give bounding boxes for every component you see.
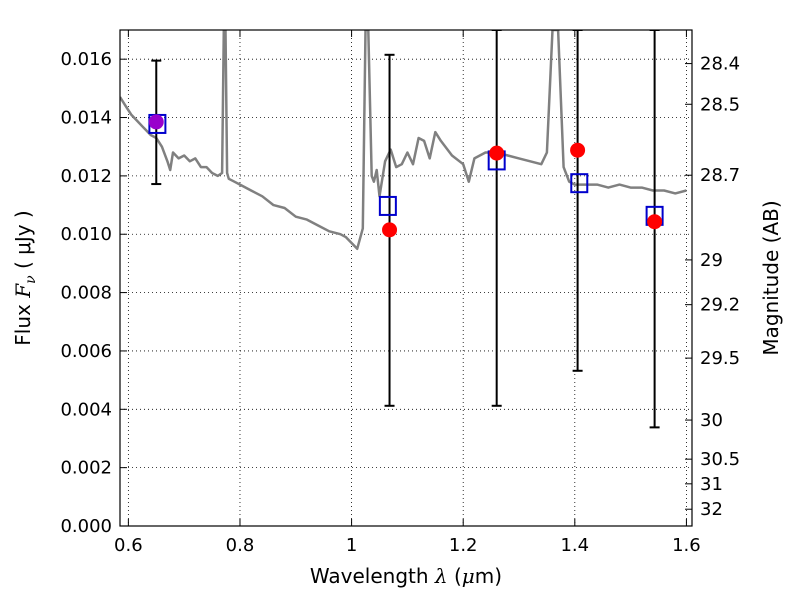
- y-tick-label: 0.006: [60, 341, 112, 362]
- y2-axis-label: Magnitude (AB): [759, 200, 783, 355]
- y2-tick-label: 29: [700, 250, 723, 271]
- plot-frame: [119, 29, 693, 527]
- y2-tick-label: 31: [700, 474, 723, 495]
- y2-tick-label: 29.5: [700, 348, 740, 369]
- y2-tick-label: 28.5: [700, 94, 740, 115]
- y-tick-label: 0.016: [60, 49, 112, 70]
- observed-flux-marker: [647, 214, 663, 230]
- model-square-marker: [570, 173, 589, 194]
- y2-tick-label: 29.2: [700, 295, 740, 316]
- x-tick-label: 1.2: [449, 535, 478, 556]
- plot-background: [120, 30, 692, 526]
- data-markers: [148, 113, 664, 238]
- observed-flux-marker: [382, 222, 398, 238]
- spectrum-layer: [120, 30, 687, 251]
- model-square-marker: [378, 195, 397, 216]
- x-tick-label: 0.8: [226, 535, 255, 556]
- y-tick-label: 0.002: [60, 458, 112, 479]
- y2-tick-label: 28.4: [700, 54, 740, 75]
- y-tick-label: 0.010: [60, 224, 112, 245]
- y-tick-labels: 0.000 0.002 0.004 0.006 0.008 0.010 0.012 0.014…: [60, 49, 112, 537]
- x-tick-label: 1.4: [560, 535, 589, 556]
- y2-tick-labels: 28.4 28.5 28.7 29 29.2 29.5 30 30.5 31 32: [700, 54, 740, 521]
- observed-flux-marker: [570, 142, 586, 158]
- x-tick-labels: 0.6 0.8 1 1.2 1.4 1.6: [114, 535, 701, 556]
- y-tick-label: 0.008: [60, 283, 112, 304]
- y-tick-label: 0.012: [60, 166, 112, 187]
- y-tick-label: 0.000: [60, 516, 112, 537]
- y2-tick-label: 30: [700, 410, 723, 431]
- y-tick-label: 0.004: [60, 399, 112, 420]
- y-axis-label: Flux Fν ( μJy ): [11, 210, 39, 345]
- y2-tick-label: 28.7: [700, 165, 740, 186]
- x-tick-label: 0.6: [114, 535, 143, 556]
- observed-flux-marker: [148, 114, 164, 130]
- observed-flux-marker: [489, 145, 505, 161]
- y2-tick-label: 32: [700, 499, 723, 520]
- x-tick-label: 1: [346, 535, 357, 556]
- y-tick-label: 0.014: [60, 108, 112, 129]
- model-spectrum-line: [120, 30, 687, 251]
- y2-tick-label: 30.5: [700, 449, 740, 470]
- x-axis-label: Wavelength λ (μm): [310, 564, 502, 588]
- x-tick-label: 1.6: [672, 535, 701, 556]
- axis-ticks: [120, 30, 692, 527]
